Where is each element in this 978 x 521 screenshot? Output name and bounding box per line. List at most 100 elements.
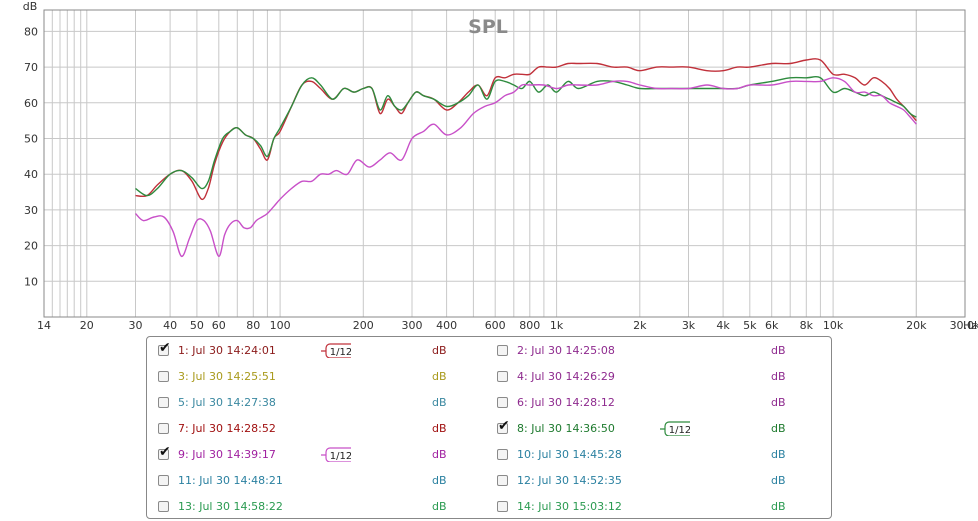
legend-label: 1: Jul 30 14:24:01	[178, 344, 276, 357]
series-layer	[134, 58, 917, 258]
y-tick-label: 40	[24, 168, 38, 181]
x-tick-label: 3k	[682, 319, 696, 332]
legend-item: 12: Jul 30 14:52:35 dB	[497, 471, 827, 491]
x-tick-labels: 14 20 30 40 50 60 80 100 200 300 400 600 800 1k 2k 3k 4k…	[37, 319, 978, 332]
x-tick-label: 5k	[743, 319, 757, 332]
smoothing-box	[325, 447, 351, 462]
x-tick-label: 1k	[550, 319, 564, 332]
smoothing-badge[interactable]: 1/12	[321, 343, 351, 358]
legend-unit: dB	[432, 500, 447, 513]
legend-checkbox[interactable]	[497, 475, 508, 486]
legend-checkbox[interactable]	[158, 397, 169, 408]
x-tick-label: 8k	[800, 319, 814, 332]
x-tick-label: 30	[129, 319, 143, 332]
legend-item: 2: Jul 30 14:25:08 dB	[497, 341, 827, 361]
legend-checkbox[interactable]	[497, 371, 508, 382]
legend-unit: dB	[771, 422, 786, 435]
legend-checkbox[interactable]	[497, 345, 508, 356]
smoothing-badge[interactable]: 1/12	[660, 421, 690, 436]
legend-item: 5: Jul 30 14:27:38 dB	[158, 393, 488, 413]
legend-unit: dB	[432, 396, 447, 409]
legend-checkbox[interactable]	[497, 449, 508, 460]
legend-item: ✔ 1: Jul 30 14:24:01 1/12 dB	[158, 341, 488, 361]
legend-unit: dB	[432, 344, 447, 357]
y-tick-label: 70	[24, 61, 38, 74]
x-tick-label: 10k	[823, 319, 844, 332]
x-tick-label: 400	[436, 319, 457, 332]
x-tick-label: 4k	[716, 319, 730, 332]
y-tick-label: 80	[24, 25, 38, 38]
legend-panel: ✔ 1: Jul 30 14:24:01 1/12 dB 2: Jul 30 14:25…	[146, 336, 832, 519]
legend-unit: dB	[432, 422, 447, 435]
x-tick-label: 20k	[906, 319, 927, 332]
legend-label: 12: Jul 30 14:52:35	[517, 474, 622, 487]
y-tick-label: 30	[24, 204, 38, 217]
legend-checkbox[interactable]: ✔	[158, 341, 171, 356]
legend-item: 4: Jul 30 14:26:29 dB	[497, 367, 827, 387]
series-line	[134, 77, 917, 258]
legend-checkbox[interactable]: ✔	[158, 445, 171, 460]
x-tick-label: 40	[163, 319, 177, 332]
x-tick-label: 600	[485, 319, 506, 332]
legend-unit: dB	[432, 448, 447, 461]
x-axis-unit-label: Hz	[963, 319, 977, 332]
legend-label: 11: Jul 30 14:48:21	[178, 474, 283, 487]
checkmark-icon: ✔	[159, 444, 171, 460]
legend-checkbox[interactable]	[158, 475, 169, 486]
plot-area	[44, 10, 965, 317]
x-tick-label: 14	[37, 319, 51, 332]
x-tick-label: 20	[80, 319, 94, 332]
legend-checkbox[interactable]	[158, 371, 169, 382]
plot-frame	[43, 9, 966, 318]
y-tick-label: 50	[24, 133, 38, 146]
legend-checkbox[interactable]	[497, 501, 508, 512]
legend-label: 5: Jul 30 14:27:38	[178, 396, 276, 409]
legend-checkbox[interactable]	[497, 397, 508, 408]
checkmark-icon: ✔	[159, 340, 171, 356]
x-tick-label: 30.0k	[950, 319, 978, 332]
legend-unit: dB	[771, 474, 786, 487]
x-tick-label: 300	[402, 319, 423, 332]
y-gridlines	[44, 30, 965, 282]
legend-label: 14: Jul 30 15:03:12	[517, 500, 622, 513]
legend-item: ✔ 9: Jul 30 14:39:17 1/12 dB	[158, 445, 488, 465]
legend-label: 4: Jul 30 14:26:29	[517, 370, 615, 383]
x-tick-label: 60	[212, 319, 226, 332]
legend-item: 3: Jul 30 14:25:51 dB	[158, 367, 488, 387]
legend-unit: dB	[432, 474, 447, 487]
legend-label: 8: Jul 30 14:36:50	[517, 422, 615, 435]
legend-label: 13: Jul 30 14:58:22	[178, 500, 283, 513]
legend-checkbox[interactable]	[158, 501, 169, 512]
legend-label: 6: Jul 30 14:28:12	[517, 396, 615, 409]
x-tick-label: 100	[270, 319, 291, 332]
checkmark-icon: ✔	[498, 418, 510, 434]
chart-svg: SPL dB Hz 10 20 30 40 50 60 70 80 14 20 30 40 50 60 8…	[23, 0, 978, 332]
legend-unit: dB	[771, 370, 786, 383]
legend-label: 3: Jul 30 14:25:51	[178, 370, 276, 383]
smoothing-box	[664, 421, 690, 436]
x-tick-label: 200	[353, 319, 374, 332]
legend-item: 7: Jul 30 14:28:52 dB	[158, 419, 488, 439]
x-tick-label: 2k	[633, 319, 647, 332]
smoothing-label: 1/12	[669, 425, 690, 436]
y-tick-labels: 10 20 30 40 50 60 70 80	[24, 25, 38, 288]
series-line	[135, 76, 917, 197]
legend-unit: dB	[771, 396, 786, 409]
x-tick-label: 80	[246, 319, 260, 332]
x-tick-label: 50	[190, 319, 204, 332]
smoothing-label: 1/12	[330, 451, 351, 462]
legend-item: 6: Jul 30 14:28:12 dB	[497, 393, 827, 413]
x-tick-label: 800	[519, 319, 540, 332]
smoothing-badge[interactable]: 1/12	[321, 447, 351, 462]
y-axis-label: dB	[23, 0, 38, 13]
legend-item: 14: Jul 30 15:03:12 dB	[497, 497, 827, 517]
chart-title: SPL	[468, 16, 508, 38]
legend-unit: dB	[771, 344, 786, 357]
legend-checkbox[interactable]: ✔	[497, 419, 510, 434]
legend-unit: dB	[771, 500, 786, 513]
smoothing-label: 1/12	[330, 347, 351, 358]
legend-checkbox[interactable]	[158, 423, 169, 434]
legend-label: 7: Jul 30 14:28:52	[178, 422, 276, 435]
spl-chart: SPL dB Hz 10 20 30 40 50 60 70 80 14 20 30 40 50 60 8…	[23, 0, 978, 332]
legend-label: 9: Jul 30 14:39:17	[178, 448, 276, 461]
